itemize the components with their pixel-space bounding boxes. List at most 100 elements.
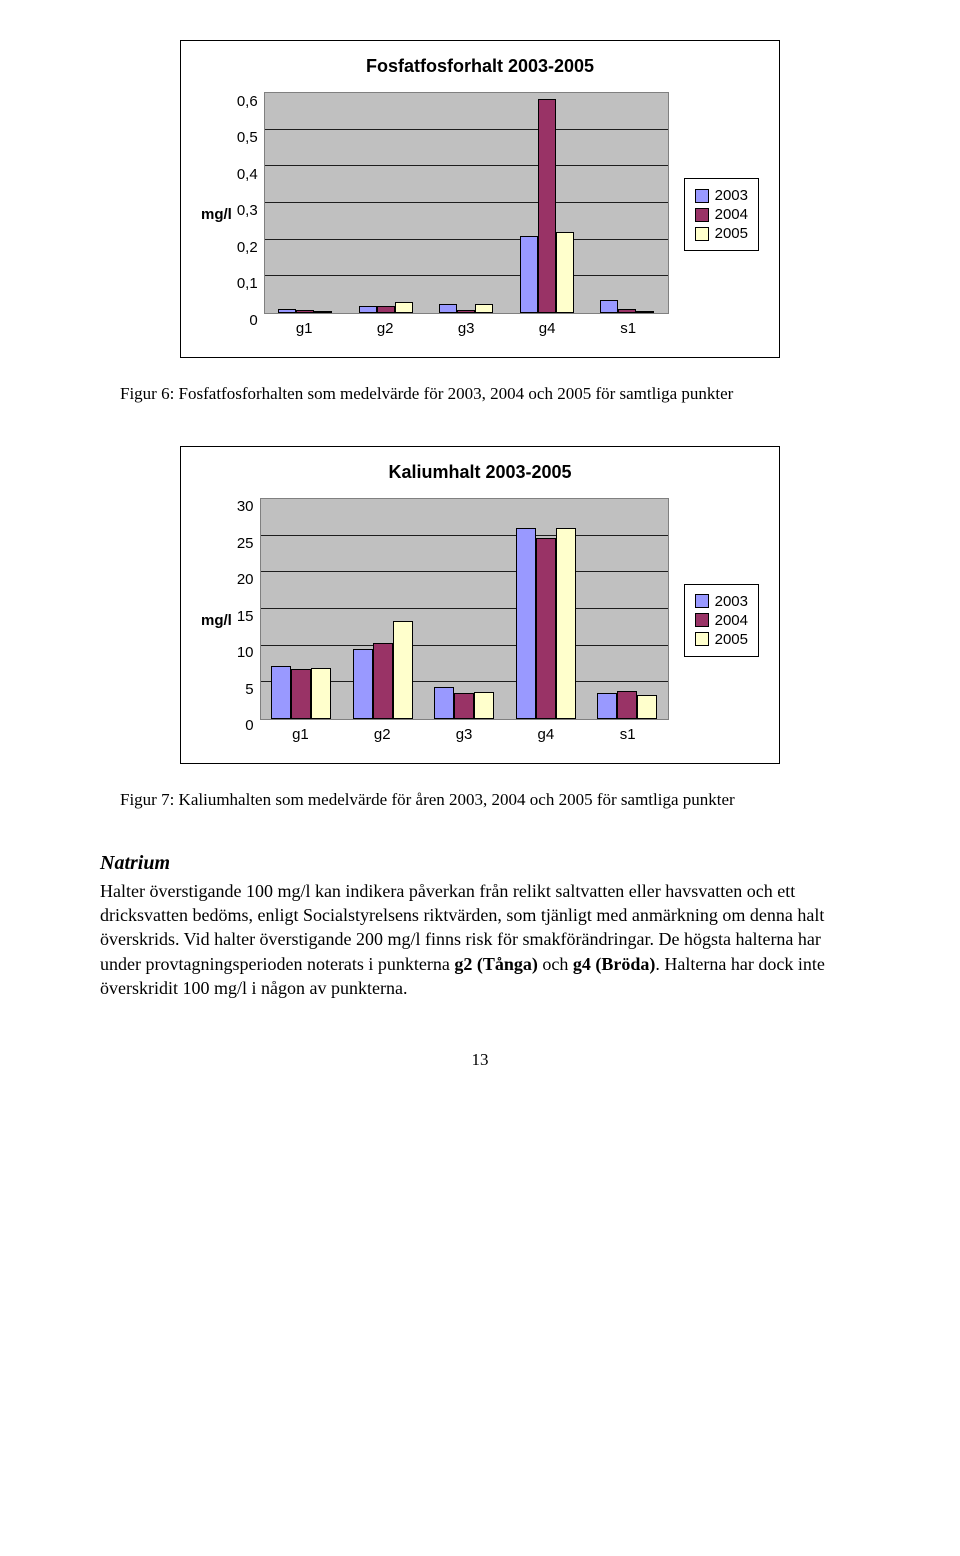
- bar: [314, 311, 332, 313]
- category-slot: [587, 300, 668, 313]
- chart-1-plot-area: [264, 92, 669, 314]
- bar: [600, 300, 618, 313]
- chart-2-legend: 2003 2004 2005: [684, 584, 759, 657]
- legend-row: 2005: [695, 225, 748, 242]
- category-slot: [342, 621, 423, 719]
- bar: [311, 668, 331, 719]
- legend-row: 2003: [695, 593, 748, 610]
- ytick-label: 0,1: [237, 275, 258, 292]
- body-bold2: g4 (Bröda): [573, 954, 656, 974]
- chart-1-frame: Fosfatfosforhalt 2003-2005 mg/l 0,60,50,…: [180, 40, 780, 358]
- legend-swatch: [695, 594, 709, 608]
- ytick-label: 0: [245, 717, 253, 734]
- ytick-label: 20: [237, 571, 254, 588]
- bar: [618, 309, 636, 313]
- chart-1-legend: 2003 2004 2005: [684, 178, 759, 251]
- ytick-label: 0,4: [237, 166, 258, 183]
- xtick-label: g3: [426, 320, 507, 337]
- category-slot: [426, 304, 507, 313]
- chart-2-yticks: 30 25 20 15 10 5 0: [237, 498, 254, 734]
- legend-row: 2005: [695, 631, 748, 648]
- legend-swatch: [695, 227, 709, 241]
- bar: [373, 643, 393, 719]
- chart-2-frame: Kaliumhalt 2003-2005 mg/l 30 25 20 15 10 5 0 g…: [180, 446, 780, 764]
- legend-label: 2004: [715, 206, 748, 223]
- ytick-label: 0,2: [237, 239, 258, 256]
- ytick-label: 5: [245, 681, 253, 698]
- legend-row: 2004: [695, 612, 748, 629]
- bar: [296, 310, 314, 313]
- legend-label: 2003: [715, 187, 748, 204]
- category-slot: [345, 302, 426, 313]
- bar: [395, 302, 413, 313]
- legend-row: 2003: [695, 187, 748, 204]
- section-heading-natrium: Natrium: [100, 852, 860, 875]
- xtick-label: g1: [260, 726, 342, 743]
- body-mid: och: [538, 954, 573, 974]
- xtick-label: s1: [588, 320, 669, 337]
- legend-label: 2005: [715, 225, 748, 242]
- ytick-label: 15: [237, 608, 254, 625]
- xtick-label: g1: [264, 320, 345, 337]
- legend-swatch: [695, 189, 709, 203]
- ytick-label: 30: [237, 498, 254, 515]
- bar: [538, 99, 556, 314]
- chart-2-body: mg/l 302520151050 g1g2g3g4s1 20032004200…: [201, 498, 759, 743]
- bar: [393, 621, 413, 719]
- legend-swatch: [695, 613, 709, 627]
- ytick-label: 10: [237, 644, 254, 661]
- legend-swatch: [695, 208, 709, 222]
- ytick-label: 0: [249, 312, 257, 329]
- bar: [434, 687, 454, 719]
- bar: [353, 649, 373, 719]
- body-bold1: g2 (Tånga): [454, 954, 538, 974]
- legend-row: 2004: [695, 206, 748, 223]
- bar: [597, 693, 617, 719]
- category-slot: [586, 691, 667, 719]
- legend-swatch: [695, 632, 709, 646]
- chart-1-title: Fosfatfosforhalt 2003-2005: [201, 56, 759, 77]
- chart-1-xticks: g1g2g3g4s1: [264, 320, 669, 337]
- page-number: 13: [100, 1050, 860, 1070]
- category-slot: [505, 528, 586, 719]
- bar: [556, 232, 574, 313]
- chart-2-title: Kaliumhalt 2003-2005: [201, 462, 759, 483]
- xtick-label: g2: [345, 320, 426, 337]
- xtick-label: g4: [507, 320, 588, 337]
- chart-1-body: mg/l 0,60,50,40,30,20,10 g1g2g3g4s1 2003…: [201, 92, 759, 337]
- chart-2-bars: [261, 499, 668, 719]
- bar: [454, 693, 474, 719]
- bar: [475, 304, 493, 313]
- chart-1-bars: [265, 93, 668, 313]
- bar: [439, 304, 457, 313]
- bar: [520, 236, 538, 313]
- bar: [377, 306, 395, 313]
- bar: [516, 528, 536, 719]
- legend-label: 2004: [715, 612, 748, 629]
- bar: [636, 311, 654, 313]
- bar: [278, 309, 296, 313]
- caption-2: Figur 7: Kaliumhalten som medelvärde för…: [100, 789, 860, 812]
- xtick-label: g3: [423, 726, 505, 743]
- bar: [474, 692, 494, 719]
- xtick-label: s1: [587, 726, 669, 743]
- legend-label: 2003: [715, 593, 748, 610]
- bar: [291, 669, 311, 719]
- chart-1-yticks: 0,60,50,40,30,20,10: [237, 93, 258, 329]
- category-slot: [506, 99, 587, 314]
- bar: [271, 666, 291, 719]
- bar: [556, 528, 576, 719]
- bar: [617, 691, 637, 719]
- ytick-label: 0,3: [237, 202, 258, 219]
- ytick-label: 25: [237, 535, 254, 552]
- bar: [536, 538, 556, 719]
- xtick-label: g2: [341, 726, 423, 743]
- bar: [637, 695, 657, 718]
- body-paragraph: Halter överstigande 100 mg/l kan indiker…: [100, 879, 860, 1000]
- chart-2-ylabel: mg/l: [201, 612, 232, 629]
- xtick-label: g4: [505, 726, 587, 743]
- chart-2-xticks: g1g2g3g4s1: [260, 726, 669, 743]
- category-slot: [265, 309, 346, 313]
- chart-1-ylabel: mg/l: [201, 206, 232, 223]
- category-slot: [261, 666, 342, 719]
